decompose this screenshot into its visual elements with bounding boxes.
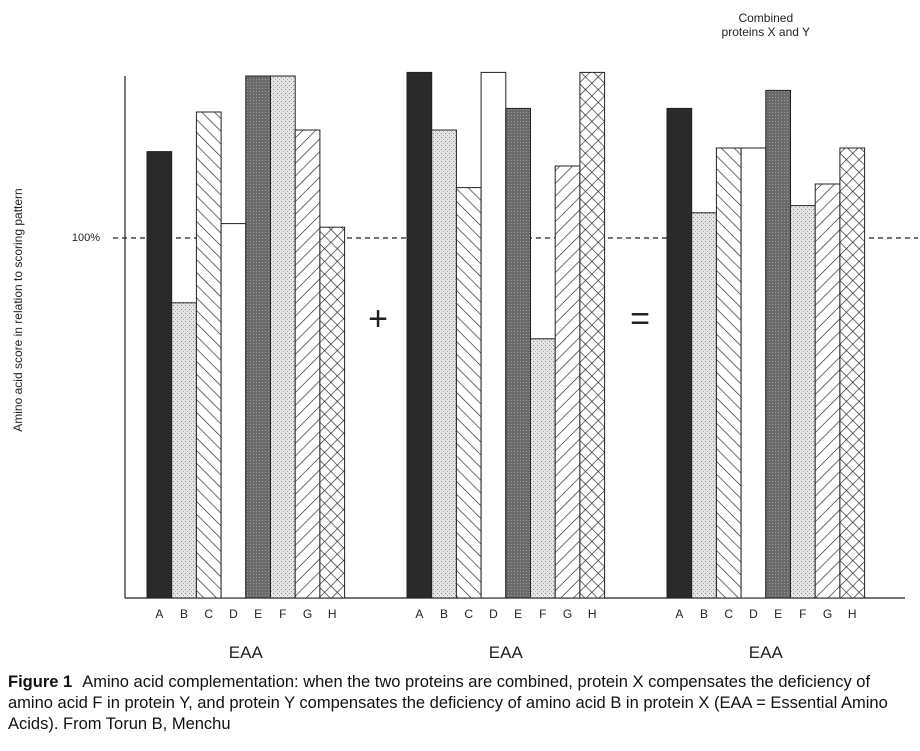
chart: Amino acid score in relation to scoring … bbox=[11, 11, 918, 662]
x-tick-label: B bbox=[440, 607, 448, 621]
x-tick-label: G bbox=[823, 607, 832, 621]
y-axis-label: Amino acid score in relation to scoring … bbox=[11, 188, 25, 431]
caption-label: Figure 1 bbox=[8, 673, 73, 691]
x-tick-label: C bbox=[724, 607, 733, 621]
x-tick-label: F bbox=[539, 607, 546, 621]
bar bbox=[480, 71, 507, 599]
bar bbox=[530, 338, 556, 599]
x-tick-label: D bbox=[489, 607, 498, 621]
bar bbox=[839, 147, 866, 599]
bar bbox=[554, 165, 581, 599]
bar bbox=[245, 75, 272, 599]
x-tick-label: C bbox=[464, 607, 473, 621]
x-axis-label: EAA bbox=[229, 643, 264, 662]
bar bbox=[505, 107, 531, 599]
x-tick-label: A bbox=[415, 607, 423, 621]
x-axis-label: EAA bbox=[749, 643, 784, 662]
operator: + bbox=[368, 300, 388, 338]
bar bbox=[579, 71, 606, 599]
bar bbox=[171, 302, 197, 599]
bar bbox=[740, 147, 767, 599]
bar bbox=[814, 183, 841, 599]
x-tick-label: E bbox=[254, 607, 262, 621]
x-tick-label: G bbox=[303, 607, 312, 621]
bar bbox=[765, 89, 791, 599]
y-tick-label: 100% bbox=[72, 232, 100, 244]
x-tick-label: H bbox=[848, 607, 857, 621]
x-tick-label: E bbox=[514, 607, 522, 621]
x-tick-label: G bbox=[563, 607, 572, 621]
bar bbox=[715, 147, 742, 599]
x-tick-label: A bbox=[675, 607, 683, 621]
bar bbox=[195, 111, 222, 599]
bar bbox=[270, 75, 296, 599]
x-tick-label: F bbox=[279, 607, 286, 621]
bar bbox=[146, 151, 173, 599]
x-tick-label: F bbox=[799, 607, 806, 621]
x-tick-label: H bbox=[588, 607, 597, 621]
title-line: proteins X and Y bbox=[722, 25, 811, 39]
group-title: Combined proteins X and Y bbox=[722, 11, 811, 39]
x-axis-label: EAA bbox=[489, 643, 524, 662]
bar bbox=[691, 212, 717, 599]
bar bbox=[666, 107, 693, 599]
x-tick-label: E bbox=[774, 607, 782, 621]
bar bbox=[790, 205, 816, 599]
caption-text: Amino acid complementation: when the two… bbox=[8, 673, 888, 733]
x-tick-label: D bbox=[229, 607, 238, 621]
title-line: Combined bbox=[738, 11, 793, 25]
figure-caption: Figure 1 Amino acid complementation: when… bbox=[8, 672, 908, 735]
bar bbox=[455, 187, 482, 599]
operator: = bbox=[630, 300, 650, 338]
x-tick-label: B bbox=[180, 607, 188, 621]
x-tick-label: D bbox=[749, 607, 758, 621]
x-tick-label: B bbox=[700, 607, 708, 621]
bar bbox=[406, 71, 433, 599]
bar bbox=[294, 129, 321, 599]
bar bbox=[220, 223, 247, 599]
x-tick-label: A bbox=[155, 607, 163, 621]
bar bbox=[431, 129, 457, 599]
x-tick-label: C bbox=[204, 607, 213, 621]
x-tick-label: H bbox=[328, 607, 337, 621]
bar bbox=[319, 226, 346, 599]
